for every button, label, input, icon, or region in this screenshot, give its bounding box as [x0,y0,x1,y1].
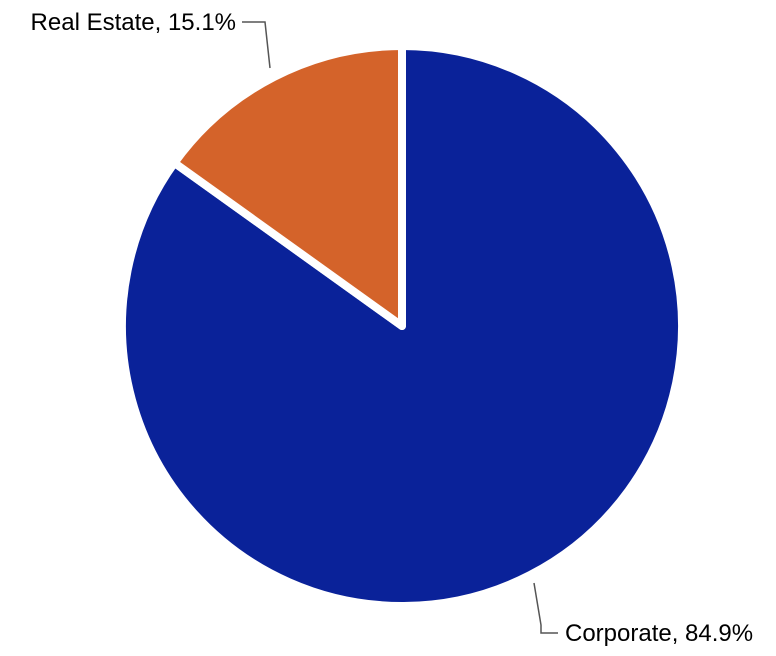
pie-slice-real-estate [170,42,406,330]
leader-line-corporate [533,582,558,634]
leader-line-real-estate [242,21,271,69]
pie-slices [118,42,686,610]
pie-labels: Corporate, 84.9% Real Estate, 15.1% [31,9,754,647]
slice-label-real-estate: Real Estate, 15.1% [31,9,236,36]
slice-label-corporate: Corporate, 84.9% [565,620,753,647]
